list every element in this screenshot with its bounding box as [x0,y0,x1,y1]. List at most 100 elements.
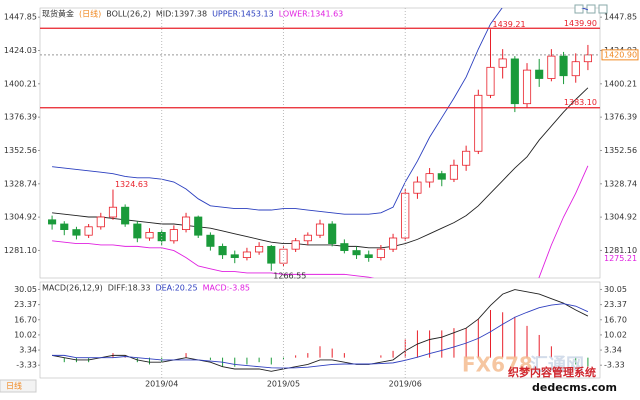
candle-body [255,245,264,253]
candle-body [194,216,203,236]
y-tick-label-right: 1376.39 [604,113,637,122]
candle-body [72,229,81,236]
y-tick-label: 1376.39 [4,113,37,122]
y-tick-label: 1304.92 [4,213,37,222]
y-tick-label-right: 3.34 [604,346,622,355]
y-tick-label-right: -3.33 [604,361,625,370]
candle-body [462,150,471,166]
annotation: 1266.55 [273,271,306,280]
candle-body [340,243,349,251]
instrument: 现货黄金 [42,9,74,19]
y-tick-label: 1400.21 [4,79,37,88]
y-tick-label: 1447.85 [4,13,37,22]
diff-line [52,289,589,372]
candle-body [267,245,276,264]
y-tick-label-right: 1352.56 [604,146,637,155]
y-tick-label: 1424.03 [4,46,37,55]
period-button-box[interactable] [0,379,37,393]
candle-body [230,254,239,258]
candle-body [242,251,251,258]
candle-body [169,229,178,242]
h-line-label: 1383.10 [564,98,597,107]
candle-body [510,58,519,105]
annotation: 1439.21 [492,20,525,29]
annotation: 1324.63 [115,180,148,189]
tool-icon[interactable] [574,4,584,14]
candle-body [559,55,568,77]
y-tick-label-right: 30.05 [604,285,627,294]
candle-body [486,66,495,96]
candle-body [425,173,434,183]
y-tick-label: 10.02 [14,330,37,339]
toolbar [574,4,608,14]
candle-body [547,55,556,79]
candle-body [437,173,446,180]
y-tick-label-right: 1328.74 [604,179,637,188]
y-tick-label-right: 1281.10 [604,246,637,255]
y-tick-label-right: 1304.92 [604,213,637,222]
candle-body [145,231,154,239]
y-tick-label-right: 10.02 [604,330,627,339]
boll-line [52,8,589,215]
y-tick-label-right: 23.37 [604,300,627,309]
y-tick-label-right: 16.70 [604,315,627,324]
watermark-site: 汇通网 [530,355,584,376]
candle-body [535,69,544,79]
candle-body [181,216,191,230]
x-tick-label: 2019/04 [145,380,178,389]
candle-body [352,250,361,256]
candle-body [291,240,300,250]
watermark-domain: dedecms.com [532,381,617,394]
h-line-label: 1439.90 [564,19,597,28]
candle-body [413,181,422,194]
candle-body [571,61,580,77]
candle-body [218,245,227,256]
boll-line [52,165,589,278]
y-tick-label: 30.05 [14,285,37,294]
candle-body [133,223,142,239]
candle-body [474,94,483,152]
candle-body [121,206,130,225]
plot: 1447.851447.851424.031424.031400.211400.… [4,8,639,389]
boll-mid: MID:1397.38 [156,10,207,19]
candle-body [522,69,532,105]
y-tick-label: 1328.74 [4,179,37,188]
candle-body [583,54,592,63]
dea-line [52,303,589,369]
candle-body [364,254,373,258]
price-panel [39,7,601,279]
candle-body [108,206,118,218]
boll-name: BOLL(26,2) [106,10,151,19]
candle-body [328,223,337,244]
candle-body [315,223,325,236]
candle-body [60,223,69,230]
boll-upper: UPPER:1453.13 [212,10,274,19]
x-tick-label: 2019/06 [389,380,422,389]
y-tick-label-right: 1400.21 [604,79,637,88]
y-tick-label: 1281.10 [4,246,37,255]
watermark-brand: FX678 [462,353,533,377]
macd-name: MACD(26,12,9) [42,284,103,293]
boll-lower: LOWER:1341.63 [279,10,344,19]
period-button[interactable]: 日线 [6,381,22,391]
watermark-cms: 织梦内容管理系统 [508,365,596,379]
y-tick-label: 16.70 [14,315,37,324]
header: 现货黄金 (日线) BOLL(26,2) MID:1397.38 UPPER:1… [42,9,343,19]
current-box [601,49,639,61]
macd-plot [52,289,589,372]
tool-icon[interactable] [598,4,608,14]
candle-body [96,216,105,228]
macd-dea: DEA:20.25 [155,284,197,293]
candle-body [48,219,57,225]
period: (日线) [79,9,101,19]
candle-body [303,234,312,242]
lower-box [602,253,638,264]
candle-body [449,164,459,180]
y-tick-label: 1352.56 [4,146,37,155]
price-plot [48,8,592,278]
boll-line [52,87,589,249]
macd-diff: DIFF:18.33 [108,284,151,293]
tool-icon[interactable] [586,4,596,14]
macd-value: MACD:-3.85 [203,284,250,293]
